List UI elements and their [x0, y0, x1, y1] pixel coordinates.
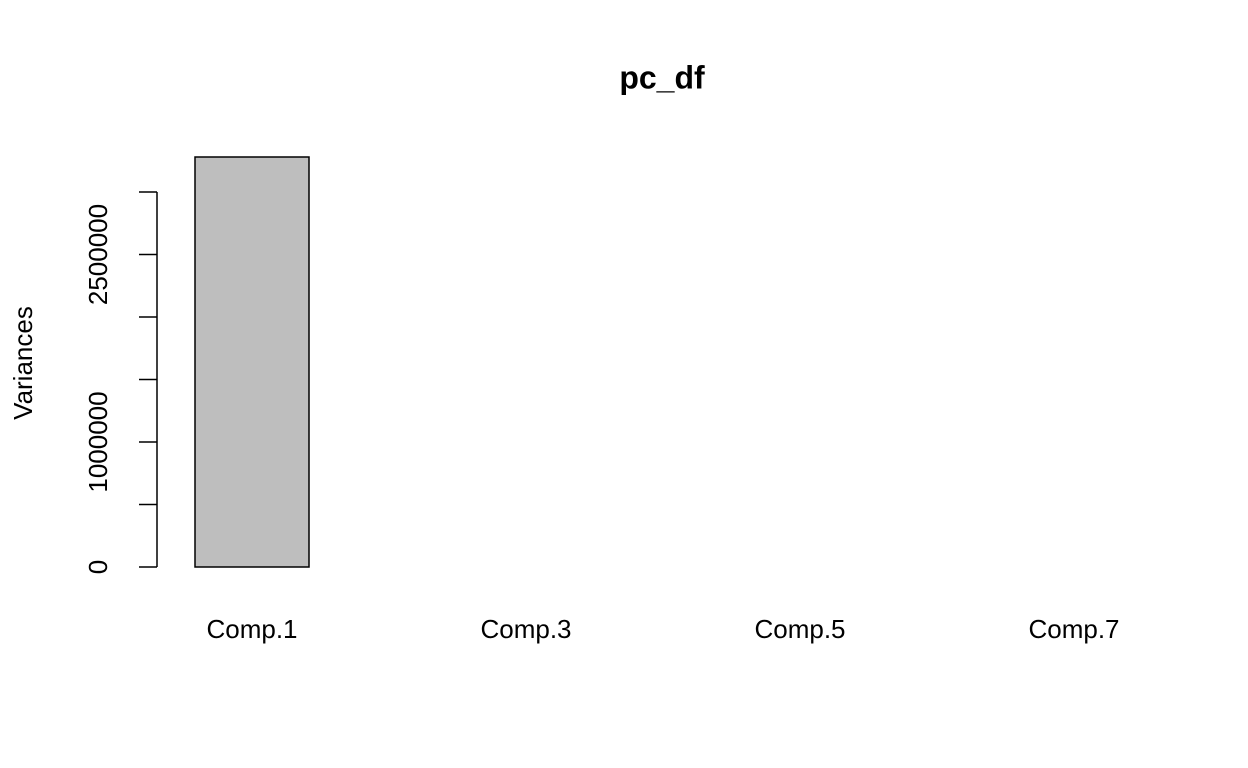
x-tick-label: Comp.3 [480, 614, 571, 644]
y-axis-label: Variances [8, 306, 38, 420]
chart-title: pc_df [619, 59, 705, 95]
x-tick-label: Comp.1 [206, 614, 297, 644]
x-tick-label: Comp.5 [754, 614, 845, 644]
bar [194, 156, 310, 568]
y-tick-label: 2500000 [83, 204, 113, 305]
x-tick-label: Comp.7 [1028, 614, 1119, 644]
y-tick-label: 0 [83, 560, 113, 574]
y-tick-label: 1000000 [83, 391, 113, 492]
